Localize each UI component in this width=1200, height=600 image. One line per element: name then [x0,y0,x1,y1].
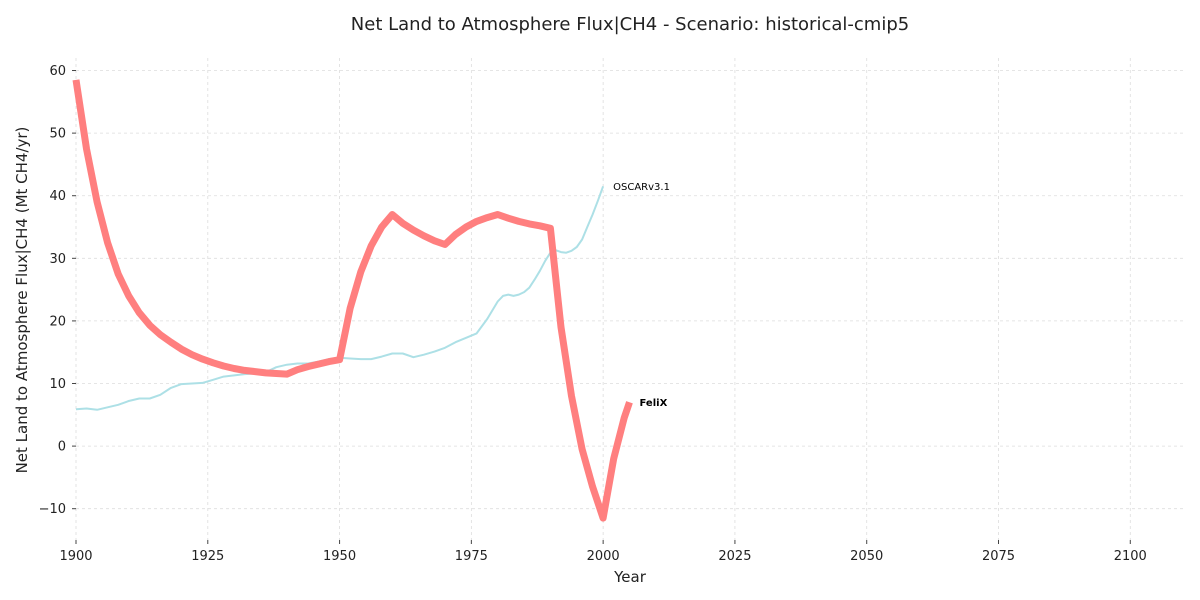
y-tick-label: 60 [49,64,66,79]
x-tick-label: 2075 [982,549,1015,564]
y-axis: −10 0 10 20 30 40 50 60 [39,64,76,517]
series-line-felix [72,79,633,522]
chart-title: Net Land to Atmosphere Flux|CH4 - Scenar… [351,14,909,35]
y-tick-label: 50 [49,127,66,142]
y-axis-label: Net Land to Atmosphere Flux|CH4 (Mt CH4/… [13,127,31,474]
series-label-oscarv3-1: OSCARv3.1 [613,182,670,193]
y-tick-label: 0 [58,440,66,455]
series-label-felix: FeliX [640,398,668,409]
y-tick-label: 40 [49,189,66,204]
series-group: OSCARv3.1 FeliX [72,79,670,522]
x-axis-label: Year [613,568,647,586]
y-tick-label: 30 [49,252,66,267]
y-tick-label: 10 [49,377,66,392]
x-tick-label: 1950 [323,549,356,564]
y-tick-label: 20 [49,314,66,329]
x-tick-label: 1925 [191,549,224,564]
x-tick-label: 2025 [718,549,751,564]
x-tick-label: 2100 [1114,549,1147,564]
x-tick-label: 1975 [455,549,488,564]
x-tick-label: 2050 [850,549,883,564]
grid [75,58,1183,540]
y-tick-label: −10 [39,502,66,517]
x-tick-label: 1900 [59,549,92,564]
x-tick-label: 2000 [587,549,620,564]
x-axis: 1900 1925 1950 1975 2000 2025 2050 2075 2100 [59,540,1147,564]
